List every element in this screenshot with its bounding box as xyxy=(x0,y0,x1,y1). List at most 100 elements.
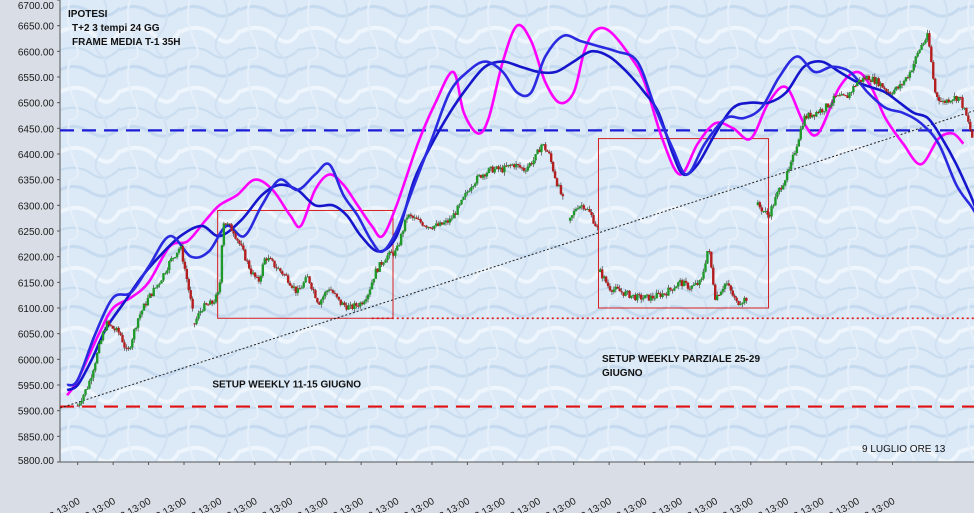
price-candle xyxy=(941,100,945,102)
price-candle xyxy=(721,288,725,292)
price-candle xyxy=(669,287,672,290)
price-candle xyxy=(187,279,190,291)
price-candle xyxy=(756,202,760,206)
price-candle xyxy=(216,292,220,295)
price-candle xyxy=(228,223,231,225)
price-candle xyxy=(590,212,593,216)
price-candle xyxy=(448,218,452,223)
price-candle xyxy=(134,327,138,330)
price-candle xyxy=(360,302,364,305)
price-candle xyxy=(653,298,657,300)
price-candle xyxy=(411,215,415,218)
price-candle xyxy=(896,86,900,89)
price-candle xyxy=(586,209,589,211)
price-candle xyxy=(647,294,651,301)
price-candle xyxy=(885,89,888,92)
price-candle xyxy=(335,293,339,297)
price-candle xyxy=(175,252,179,258)
price-candle xyxy=(355,303,358,306)
plot-background xyxy=(60,0,974,462)
price-candle xyxy=(743,297,746,303)
price-candle xyxy=(419,219,422,223)
price-candle xyxy=(251,272,255,275)
price-candle xyxy=(269,257,272,260)
price-candle xyxy=(107,321,111,325)
price-candle xyxy=(578,206,582,209)
price-candle xyxy=(433,225,436,229)
price-candle xyxy=(322,296,325,300)
price-candle xyxy=(817,111,820,113)
price-candle xyxy=(259,276,263,282)
price-candle xyxy=(84,389,87,395)
price-candle xyxy=(570,215,574,218)
price-candle xyxy=(636,294,639,301)
price-candle xyxy=(362,301,366,305)
price-candle xyxy=(238,240,241,244)
price-candle xyxy=(516,164,520,166)
price-candle xyxy=(780,187,783,190)
price-candle xyxy=(429,227,432,229)
price-candle xyxy=(584,208,587,210)
price-candle xyxy=(770,206,773,217)
price-candle xyxy=(468,190,471,192)
price-candle xyxy=(785,171,789,181)
price-candle xyxy=(279,268,282,272)
price-candle xyxy=(288,282,292,286)
price-candle xyxy=(934,78,937,93)
price-candle xyxy=(840,94,843,96)
price-candle xyxy=(466,191,469,193)
price-candle xyxy=(95,352,99,364)
price-candle xyxy=(495,166,498,169)
price-candle xyxy=(195,318,198,324)
price-candle xyxy=(113,328,116,331)
price-candle xyxy=(762,211,765,213)
price-candle xyxy=(462,197,465,200)
price-candle xyxy=(883,87,886,90)
price-candle xyxy=(316,298,319,303)
price-candle xyxy=(162,273,165,281)
price-candle xyxy=(928,33,931,47)
price-candle xyxy=(661,293,664,297)
price-candle xyxy=(409,214,413,216)
y-tick-label: 5900.00 xyxy=(18,407,55,418)
price-candle xyxy=(782,185,785,190)
price-candle xyxy=(789,161,793,169)
price-candle xyxy=(277,268,280,270)
price-candle xyxy=(745,297,748,301)
price-candle xyxy=(125,347,128,349)
y-tick-label: 5850.00 xyxy=(18,432,55,443)
price-candle xyxy=(323,292,327,297)
price-candle xyxy=(688,288,692,290)
price-candle xyxy=(491,166,494,173)
price-candle xyxy=(493,168,496,173)
price-candle xyxy=(963,107,966,109)
price-candle xyxy=(665,294,668,296)
price-candle xyxy=(741,302,744,305)
price-candle xyxy=(512,164,516,168)
price-candle xyxy=(768,214,771,217)
price-candle xyxy=(612,289,616,292)
price-candle xyxy=(729,285,732,291)
price-candle xyxy=(555,178,559,187)
price-candle xyxy=(596,226,599,228)
price-candle xyxy=(275,267,278,269)
price-candle xyxy=(497,166,500,170)
price-candle xyxy=(386,255,389,261)
price-candle xyxy=(464,192,467,198)
price-candle xyxy=(197,313,200,319)
price-candle xyxy=(152,287,155,297)
price-candle xyxy=(454,213,457,215)
price-candle xyxy=(364,299,368,302)
price-candle xyxy=(971,130,974,138)
price-candle xyxy=(834,95,838,97)
price-candle xyxy=(651,295,655,299)
price-candle xyxy=(858,79,861,83)
price-candle xyxy=(193,323,196,325)
price-candle xyxy=(895,86,898,90)
price-candle xyxy=(220,245,224,283)
price-candle xyxy=(530,163,533,165)
axes-layer: 5800.00 5850.00 5900.00 5950.00 6000.00 6050.… xyxy=(18,0,974,513)
trend-line xyxy=(59,110,974,409)
price-candle xyxy=(822,111,826,113)
price-candle xyxy=(774,196,777,206)
